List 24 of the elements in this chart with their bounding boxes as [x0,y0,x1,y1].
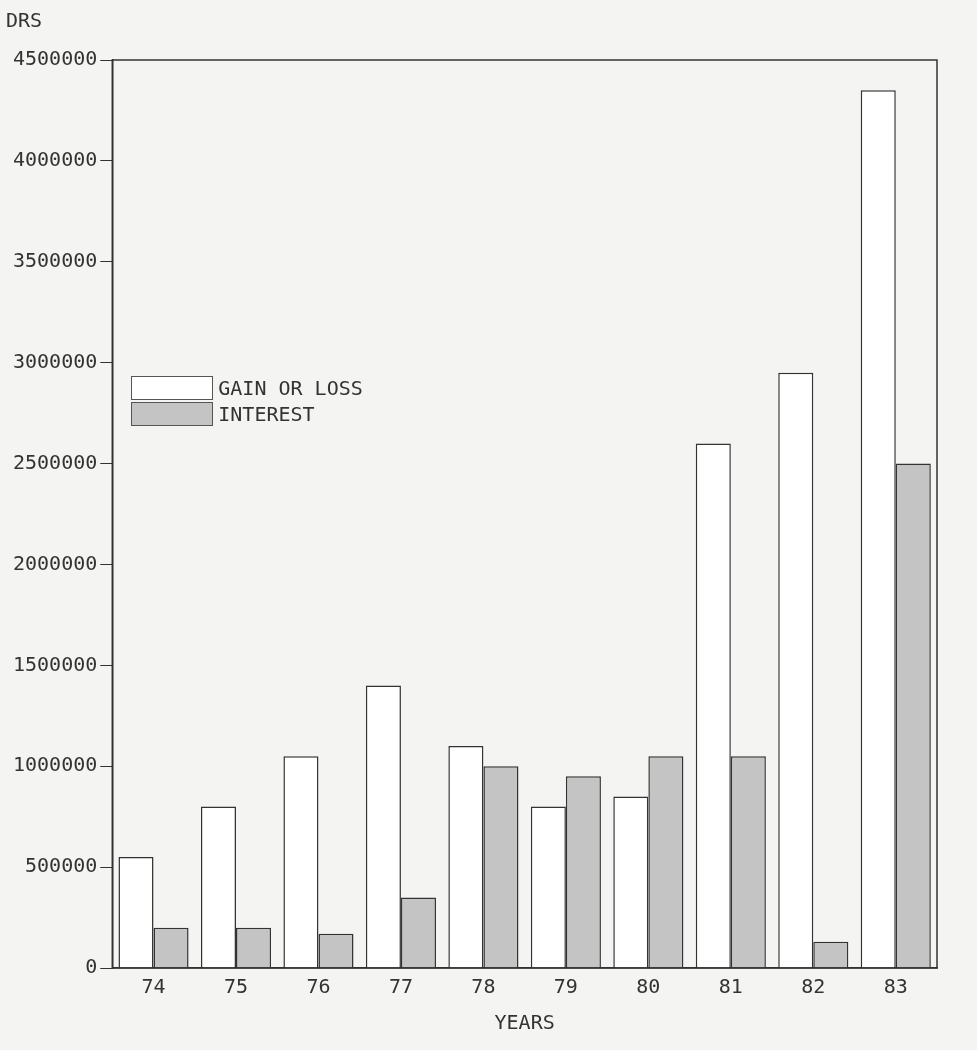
y-tick-label: 1000000 [12,752,98,777]
y-tick-label: 1500000 [12,651,98,676]
x-tick-label: 76 [306,974,331,999]
x-tick-label: 75 [223,974,249,999]
y-tick-label: 500000 [25,853,98,878]
y-tick-label: 3000000 [12,348,98,373]
x-tick-label: 74 [141,974,166,999]
y-tick-label: 4000000 [12,147,98,172]
y-tick-label: 4500000 [12,46,98,71]
y-tick-label: 3500000 [12,247,98,272]
x-tick-label: 77 [388,974,413,999]
y-tick-label: 2000000 [12,550,98,575]
y-tick-label: 0 [85,954,98,979]
legend-label: GAIN OR LOSS [218,376,363,400]
y-tick-label: 2500000 [12,449,98,474]
x-tick-label: 80 [636,974,661,999]
x-tick-label: 83 [883,974,908,999]
x-tick-label: 78 [471,974,496,999]
x-tick-label: 81 [718,974,743,999]
x-tick-label: 82 [801,974,826,999]
legend-label: INTEREST [218,402,315,426]
x-axis-title: YEARS [494,1010,555,1035]
y-axis-title: DRS [6,8,43,32]
x-tick-label: 79 [553,974,578,999]
